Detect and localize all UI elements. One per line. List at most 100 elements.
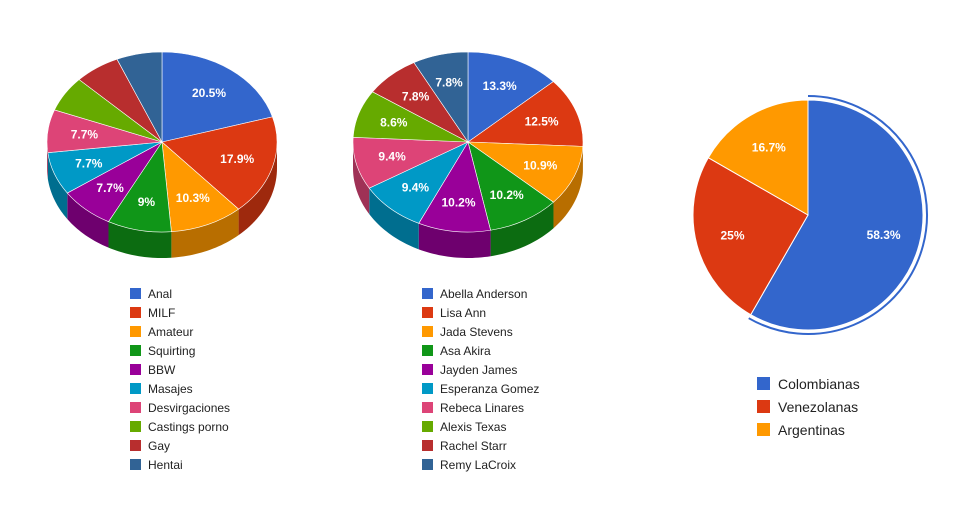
legend-swatch: [422, 459, 433, 470]
legend-swatch: [422, 288, 433, 299]
slice-side-milf: [238, 142, 277, 236]
legend-swatch: [130, 364, 141, 375]
pie-chart-2: 13.3% 12.5% 10.9% 10.2% 10.2% 9.4% 9.4% 8.6% 7.8…: [352, 51, 584, 258]
slice-asa-akira: [467, 141, 554, 231]
legend-item-masajes: Masajes: [130, 379, 230, 398]
legend-item-colombianas: Colombianas: [757, 372, 860, 395]
legend-swatch: [422, 440, 433, 451]
slice-label-alexis-texas: 8.6%: [380, 116, 408, 130]
legend-label: Alexis Texas: [440, 419, 507, 434]
slice-side-desvirgaciones: [47, 142, 48, 179]
slice-remy-lacroix: [413, 51, 469, 143]
legend-label: Gay: [148, 438, 171, 453]
legend-swatch: [130, 345, 141, 356]
legend-label: Venezolanas: [778, 398, 859, 415]
legend-label: Remy LaCroix: [440, 457, 517, 472]
slice-jayden-james: [418, 141, 491, 233]
legend-swatch: [422, 307, 433, 318]
legend-swatch: [130, 326, 141, 337]
legend-item-esperanza-gomez: Esperanza Gomez: [422, 379, 539, 398]
legend-item-abella-anderson: Abella Anderson: [422, 284, 539, 303]
legend-label: Squirting: [148, 343, 196, 358]
slice-label-argentinas: 16.7%: [752, 140, 786, 154]
slice-label-amateur: 10.3%: [176, 191, 210, 205]
legend-label: MILF: [148, 305, 176, 320]
legend-performers: Abella Anderson Lisa Ann Jada Stevens Asa A…: [422, 284, 539, 474]
legend-label: Argentinas: [778, 421, 845, 438]
slice-label-rebeca-linares: 9.4%: [378, 150, 406, 164]
legend-swatch: [422, 326, 433, 337]
slice-label-colombianas: 58.3%: [867, 228, 901, 242]
slice-label-jada-stevens: 10.9%: [523, 158, 557, 172]
legend-swatch: [422, 364, 433, 375]
slice-label-masajes: 7.7%: [75, 157, 103, 171]
pie-sides: [353, 142, 583, 258]
legend-swatch: [130, 440, 141, 451]
legend-item-hentai: Hentai: [130, 455, 230, 474]
legend-item-rachel-starr: Rachel Starr: [422, 436, 539, 455]
slice-label-lisa-ann: 12.5%: [525, 114, 559, 128]
slice-label-remy-lacroix: 7.8%: [435, 76, 463, 90]
legend-item-anal: Anal: [130, 284, 230, 303]
pie-chart-1: 20.5% 17.9% 10.3% 9% 7.7% 7.7% 7.7%: [46, 51, 278, 258]
legend-item-castings-porno: Castings porno: [130, 417, 230, 436]
slice-label-rachel-starr: 7.8%: [402, 90, 430, 104]
slice-argentinas: [707, 99, 809, 216]
legend-item-jada-stevens: Jada Stevens: [422, 322, 539, 341]
slice-label-esperanza-gomez: 9.4%: [402, 180, 430, 194]
slice-hentai: [116, 51, 163, 143]
legend-label: Rachel Starr: [440, 438, 507, 453]
legend-swatch: [130, 288, 141, 299]
legend-label: Amateur: [148, 324, 194, 339]
legend-swatch: [130, 459, 141, 470]
slice-venezolanas: [692, 157, 809, 316]
legend-item-jayden-james: Jayden James: [422, 360, 539, 379]
legend-label: Anal: [148, 286, 173, 301]
legend-swatch: [422, 383, 433, 394]
legend-item-gay: Gay: [130, 436, 230, 455]
slice-anal: [161, 51, 273, 143]
slice-jada-stevens: [466, 141, 584, 203]
legend-item-bbw: BBW: [130, 360, 230, 379]
legend-swatch: [130, 307, 141, 318]
slice-label-abella-anderson: 13.3%: [483, 79, 517, 93]
legend-swatch: [757, 377, 770, 390]
pie-sides: [47, 142, 277, 258]
legend-item-alexis-texas: Alexis Texas: [422, 417, 539, 436]
legend-label: Castings porno: [148, 419, 229, 434]
slice-side-amateur: [171, 209, 239, 258]
legend-item-remy-lacroix: Remy LaCroix: [422, 455, 539, 474]
legend-swatch: [757, 423, 770, 436]
slice-side-bbw: [67, 193, 109, 248]
legend-item-squirting: Squirting: [130, 341, 230, 360]
legend-label: Abella Anderson: [440, 286, 528, 301]
slice-label-anal: 20.5%: [192, 86, 226, 100]
legend-label: Jada Stevens: [440, 324, 513, 339]
slice-label-asa-akira: 10.2%: [490, 188, 524, 202]
legend-nationalities: Colombianas Venezolanas Argentinas: [757, 372, 860, 441]
slice-label-jayden-james: 10.2%: [441, 196, 475, 210]
slice-side-squirting: [108, 221, 172, 258]
pie-chart-3: 58.3% 25% 16.7%: [692, 95, 928, 335]
legend-label: BBW: [148, 362, 176, 377]
legend-label: Colombianas: [778, 375, 860, 392]
legend-swatch: [130, 383, 141, 394]
legend-swatch: [422, 345, 433, 356]
legend-swatch: [422, 421, 433, 432]
legend-item-rebeca-linares: Rebeca Linares: [422, 398, 539, 417]
legend-categories: Anal MILF Amateur Squirting BBW Masajes Desvir…: [130, 284, 230, 474]
slice-label-squirting: 9%: [138, 195, 156, 209]
slice-side-masajes: [47, 152, 68, 220]
slice-amateur: [161, 141, 240, 233]
slice-side-asa-akira: [490, 202, 554, 257]
slice-highlight-ring: [748, 95, 928, 335]
slice-label-milf: 17.9%: [220, 152, 254, 166]
slice-label-desvirgaciones: 7.7%: [71, 128, 99, 142]
legend-swatch: [130, 402, 141, 413]
slice-lisa-ann: [467, 81, 584, 147]
legend-label: Jayden James: [440, 362, 518, 377]
legend-label: Desvirgaciones: [148, 400, 231, 415]
slice-label-bbw: 7.7%: [96, 181, 124, 195]
legend-swatch: [130, 421, 141, 432]
slice-side-jada-stevens: [553, 146, 583, 229]
